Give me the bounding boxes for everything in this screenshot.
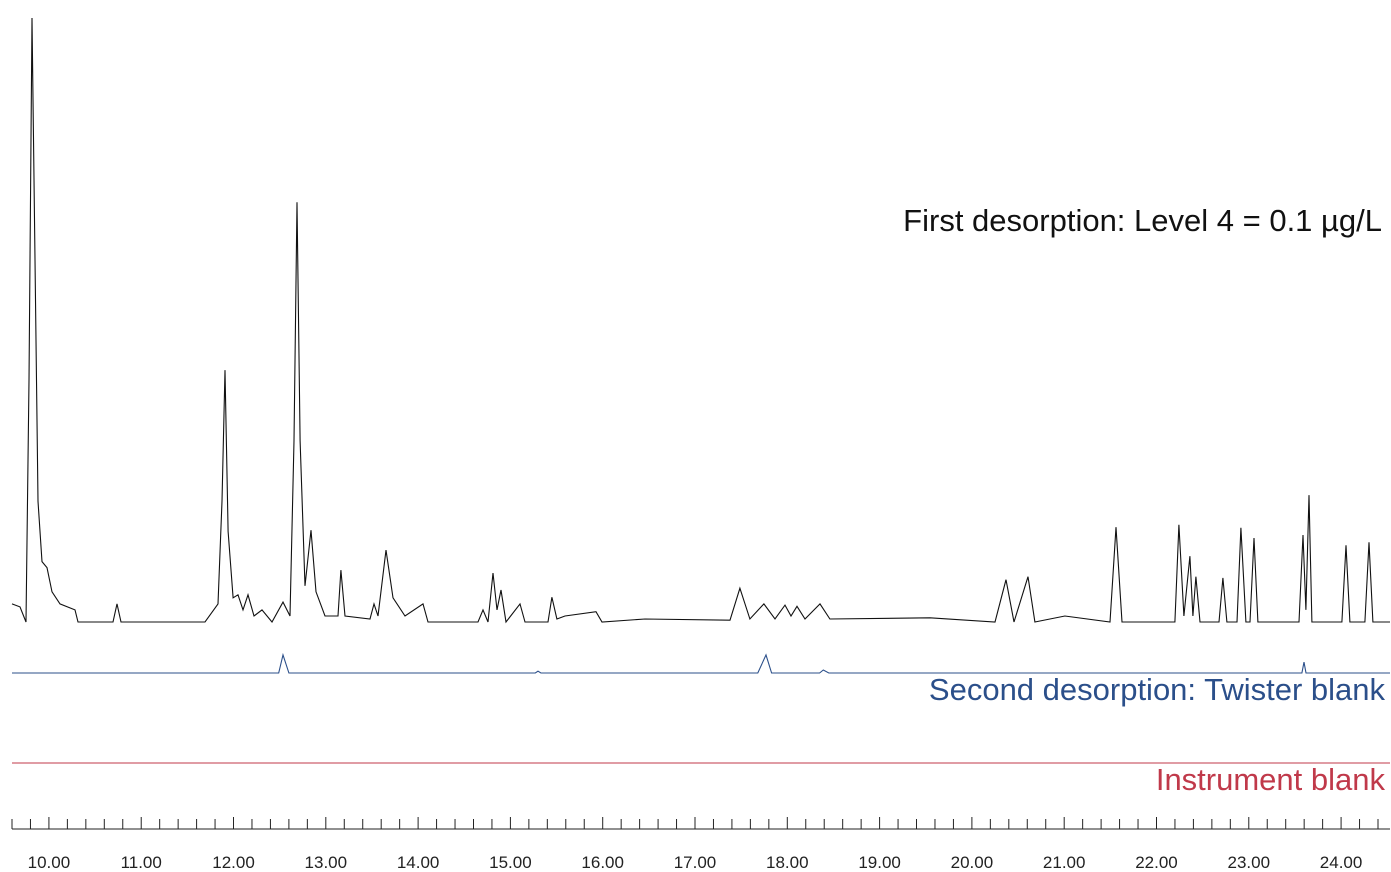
x-tick-label: 13.00: [305, 853, 348, 872]
trace-label: Instrument blank: [1156, 762, 1386, 797]
x-tick-label: 24.00: [1320, 853, 1363, 872]
trace: [12, 652, 1390, 674]
x-tick-label: 23.00: [1228, 853, 1271, 872]
trace: [11, 17, 1390, 624]
x-tick-label: 20.00: [951, 853, 994, 872]
x-tick-label: 21.00: [1043, 853, 1086, 872]
x-tick-label: 12.00: [212, 853, 255, 872]
x-tick-label: 10.00: [28, 853, 71, 872]
x-tick-label: 11.00: [121, 853, 162, 872]
x-tick-label: 15.00: [489, 853, 532, 872]
x-tick-label: 19.00: [858, 853, 901, 872]
x-tick-label: 16.00: [581, 853, 624, 872]
x-tick-label: 17.00: [674, 853, 717, 872]
trace-label: Second desorption: Twister blank: [929, 672, 1386, 707]
x-tick-label: 22.00: [1135, 853, 1178, 872]
x-tick-label: 14.00: [397, 853, 440, 872]
trace-label: First desorption: Level 4 = 0.1 µg/L: [903, 203, 1382, 238]
x-tick-label: 18.00: [766, 853, 809, 872]
